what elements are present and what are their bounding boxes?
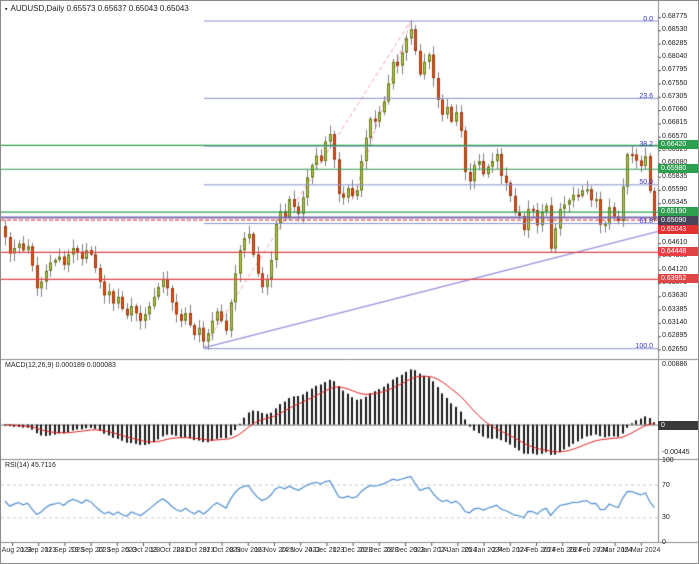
purple-level-price-box: 0.65090 <box>658 216 698 226</box>
chart-symbol-icon: ▪ <box>5 6 8 13</box>
date-label: 25 Jan 2024 <box>464 547 503 554</box>
macd-scale-max-label: 0.00886 <box>662 361 688 368</box>
fib-level-label: 38.2 <box>639 140 653 148</box>
price-axis-label: 0.66080 <box>662 159 688 167</box>
price-axis-label: 0.67550 <box>662 79 688 87</box>
macd-indicator-label: MACD(12,26,9) 0.000189 0.000083 <box>5 362 116 369</box>
rsi-scale-label: 30 <box>662 514 670 522</box>
macd-zero-box: 0 <box>658 420 698 430</box>
price-axis-label: 0.63630 <box>662 292 688 300</box>
price-axis-label: 0.62895 <box>662 332 688 340</box>
fib-level-label: 50.0 <box>639 179 653 187</box>
price-axis-label: 0.67795 <box>662 66 688 74</box>
date-label: 9 Jan 2024 <box>413 547 449 554</box>
rsi-scale-label: 0 <box>662 539 666 546</box>
date-label: 12 Dec 2023 <box>332 547 373 554</box>
date-label: 31 Oct 2023 <box>202 547 241 554</box>
green-level-price-box: 0.65190 <box>658 207 698 217</box>
date-label: 27 Sep 2023 <box>96 547 137 554</box>
date-label: 24 Aug 2023 <box>1 547 32 554</box>
price-axis-label: 0.65835 <box>662 172 688 180</box>
rsi-scale-label: 100 <box>662 457 674 464</box>
date-label: 1 Sep 2023 <box>20 547 57 554</box>
price-axis-label: 0.68285 <box>662 39 688 47</box>
date-label: 2 Feb 2024 <box>492 547 528 554</box>
fib-level-label: 23.6 <box>639 92 653 100</box>
price-axis-label: 0.65590 <box>662 185 688 193</box>
price-axis-label: 0.66570 <box>662 132 688 140</box>
date-label: 20 Feb 2024 <box>542 547 582 554</box>
rsi-indicator-label: RSI(14) 45.7116 <box>5 462 56 469</box>
price-axis-label: 0.62650 <box>662 345 688 353</box>
green-level-price-box: 0.65980 <box>658 164 698 174</box>
date-label: 8 Nov 2023 <box>229 547 266 554</box>
date-label: 28 Dec 2023 <box>385 547 425 554</box>
date-label: 24 Nov 2023 <box>280 547 321 554</box>
price-axis-label: 0.68775 <box>662 13 688 20</box>
date-label: 7 Mar 2024 <box>596 547 633 554</box>
red-level-price-box: 0.64448 <box>658 247 698 257</box>
date-label: 20 Dec 2023 <box>358 547 399 554</box>
current-price-box: 0.65043 <box>658 225 698 235</box>
date-label: 17 Jan 2024 <box>438 547 477 554</box>
rsi-scale-label: 70 <box>662 481 670 489</box>
price-axis-label: 0.64610 <box>662 239 688 247</box>
date-label: 16 Nov 2023 <box>254 547 294 554</box>
price-axis-label: 0.63385 <box>662 305 688 313</box>
date-label: 5 Oct 2023 <box>125 547 161 554</box>
price-axis-label: 0.67305 <box>662 92 688 100</box>
price-axis-label: 0.68530 <box>662 26 688 34</box>
fib-level-label: 61.8 <box>639 218 653 226</box>
date-label: 4 Dec 2023 <box>308 547 345 554</box>
date-label: 19 Sep 2023 <box>70 547 111 554</box>
price-axis-label: 0.66325 <box>662 146 688 154</box>
price-axis-label: 0.68040 <box>662 52 688 60</box>
red-level-price-box: 0.63952 <box>658 274 698 284</box>
price-axis-label: 0.67060 <box>662 106 688 114</box>
fib-level-label: 0.0 <box>643 15 653 23</box>
date-label: 28 Feb 2024 <box>568 547 609 554</box>
date-label: 12 Feb 2024 <box>516 547 556 554</box>
price-axis-label: 0.63140 <box>662 318 688 326</box>
date-label: 23 Oct 2023 <box>176 547 215 554</box>
chart-title: ▪ AUDUSD,Daily 0.65573 0.65637 0.65043 0.… <box>5 4 189 13</box>
price-axis-label: 0.65345 <box>662 199 688 207</box>
date-label: 13 Oct 2023 <box>150 547 189 554</box>
date-label: 15 Mar 2024 <box>621 547 661 554</box>
price-axis-label: 0.64120 <box>662 265 688 273</box>
macd-scale-min-label: -0.00445 <box>662 449 690 456</box>
chart-title-text: AUDUSD,Daily 0.65573 0.65637 0.65043 0.6… <box>10 4 189 13</box>
price-axis-label: 0.66815 <box>662 119 688 127</box>
fib-level-label: 100.0 <box>635 343 653 351</box>
green-level-price-box: 0.66420 <box>658 140 698 150</box>
date-label: 11 Sep 2023 <box>44 547 84 554</box>
